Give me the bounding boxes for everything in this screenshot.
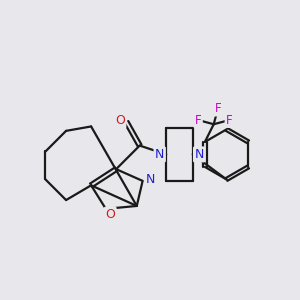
Text: O: O xyxy=(105,208,115,221)
Text: N: N xyxy=(194,148,204,161)
Text: F: F xyxy=(226,113,233,127)
Text: F: F xyxy=(195,113,201,127)
Text: O: O xyxy=(115,114,125,127)
Text: N: N xyxy=(155,148,164,161)
Text: F: F xyxy=(214,102,221,115)
Text: N: N xyxy=(145,173,155,186)
